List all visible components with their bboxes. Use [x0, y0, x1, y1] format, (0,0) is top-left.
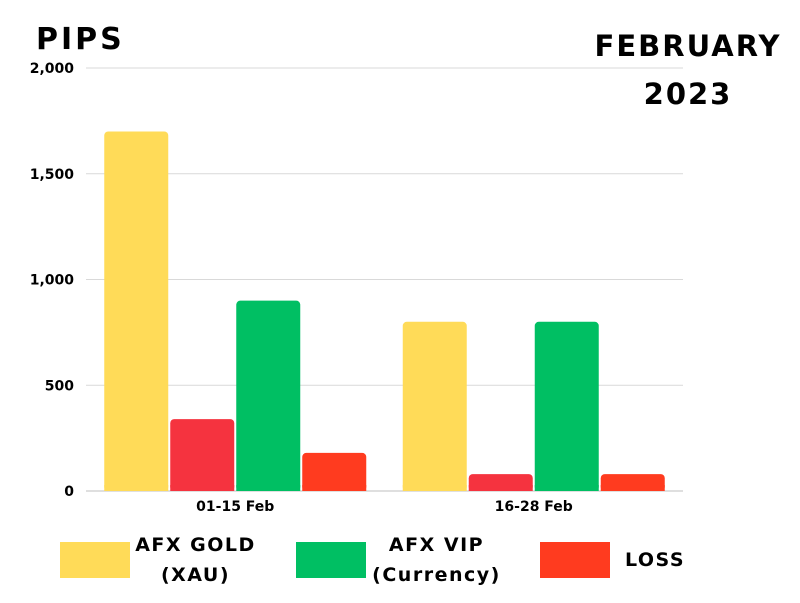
- bar: [534, 321, 599, 491]
- y-tick-label: 1,500: [30, 167, 75, 183]
- x-tick-label: 16-28 Feb: [495, 499, 573, 515]
- bar-base: [236, 485, 301, 491]
- bar: [402, 321, 467, 491]
- bar-base: [534, 485, 599, 491]
- legend-label-loss: LOSS: [624, 549, 686, 571]
- x-tick-label: 01-15 Feb: [196, 499, 274, 515]
- bar-base: [600, 485, 665, 491]
- legend-label-vip: AFX VIP (Currency): [372, 534, 501, 586]
- chart-period-month: FEBRUARY: [594, 29, 782, 63]
- y-tick-label: 0: [64, 484, 74, 500]
- legend-swatch-gold: [60, 542, 130, 578]
- legend-label-gold: AFX GOLD (XAU): [135, 534, 256, 586]
- bar-base: [104, 485, 169, 491]
- bar-base: [402, 485, 467, 491]
- bar-base: [170, 485, 235, 491]
- bar: [170, 419, 235, 491]
- chart-period: FEBRUARY 2023: [588, 22, 788, 118]
- y-tick-label: 1,000: [30, 273, 75, 289]
- bar-base: [302, 485, 367, 491]
- bar: [104, 131, 169, 491]
- legend-swatch-vip: [296, 542, 366, 578]
- chart-period-year: 2023: [643, 77, 733, 111]
- legend-swatch-loss: [540, 542, 610, 578]
- bar-base: [468, 485, 533, 491]
- bar: [236, 300, 301, 491]
- y-tick-label: 500: [45, 378, 74, 394]
- y-tick-label: 2,000: [30, 61, 75, 77]
- bar: [302, 452, 367, 491]
- chart-title: PIPS: [36, 22, 125, 57]
